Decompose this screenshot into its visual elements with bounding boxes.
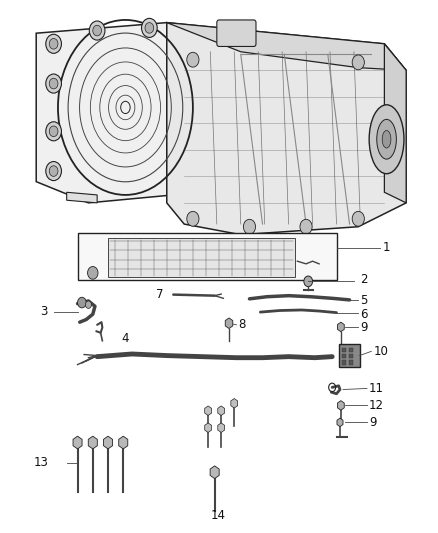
Text: 8: 8 <box>239 318 246 332</box>
Text: 7: 7 <box>156 288 163 301</box>
Polygon shape <box>167 22 406 235</box>
Circle shape <box>89 21 105 40</box>
Circle shape <box>46 161 61 181</box>
Circle shape <box>300 219 312 234</box>
Polygon shape <box>167 22 406 70</box>
Polygon shape <box>337 322 344 332</box>
Circle shape <box>244 219 255 234</box>
Circle shape <box>187 212 199 226</box>
Circle shape <box>49 78 58 89</box>
Polygon shape <box>218 423 225 432</box>
Circle shape <box>85 301 92 309</box>
Polygon shape <box>225 318 233 328</box>
Text: 9: 9 <box>360 321 368 334</box>
Polygon shape <box>337 418 343 426</box>
Circle shape <box>141 18 157 37</box>
Circle shape <box>49 166 58 176</box>
Polygon shape <box>205 406 212 416</box>
Text: 3: 3 <box>41 305 48 318</box>
Circle shape <box>46 122 61 141</box>
Polygon shape <box>88 436 97 449</box>
Circle shape <box>49 126 58 136</box>
Polygon shape <box>337 401 344 410</box>
Bar <box>349 348 353 352</box>
Text: 5: 5 <box>360 294 368 308</box>
Ellipse shape <box>382 131 391 148</box>
Bar <box>349 360 353 365</box>
Text: 11: 11 <box>369 382 384 395</box>
Polygon shape <box>205 423 212 432</box>
Circle shape <box>352 55 364 70</box>
Bar <box>342 354 346 358</box>
Bar <box>108 238 295 277</box>
Polygon shape <box>103 436 113 449</box>
Circle shape <box>352 212 364 226</box>
Text: 1: 1 <box>382 241 390 254</box>
Circle shape <box>46 34 61 53</box>
Bar <box>342 348 346 352</box>
Text: 2: 2 <box>360 273 368 286</box>
Text: 6: 6 <box>360 308 368 321</box>
Circle shape <box>49 38 58 49</box>
Text: 13: 13 <box>34 456 49 469</box>
Polygon shape <box>67 192 97 203</box>
Circle shape <box>88 266 98 279</box>
Text: 12: 12 <box>369 399 384 412</box>
Text: 14: 14 <box>210 509 225 522</box>
FancyBboxPatch shape <box>217 20 256 46</box>
Polygon shape <box>36 22 201 203</box>
Polygon shape <box>231 399 238 408</box>
FancyBboxPatch shape <box>339 344 360 367</box>
Polygon shape <box>210 466 219 479</box>
Text: 9: 9 <box>369 416 377 430</box>
Polygon shape <box>385 44 406 203</box>
Polygon shape <box>73 436 82 449</box>
Circle shape <box>46 74 61 93</box>
Circle shape <box>187 52 199 67</box>
Text: 10: 10 <box>374 345 389 358</box>
Circle shape <box>304 276 313 287</box>
Ellipse shape <box>369 105 404 174</box>
Bar <box>78 232 336 280</box>
Circle shape <box>145 22 154 33</box>
Circle shape <box>93 25 102 36</box>
Ellipse shape <box>377 119 396 159</box>
Polygon shape <box>218 406 225 416</box>
Bar <box>342 360 346 365</box>
Bar <box>349 354 353 358</box>
Polygon shape <box>119 436 128 449</box>
Circle shape <box>78 297 86 308</box>
Text: 4: 4 <box>121 332 129 344</box>
